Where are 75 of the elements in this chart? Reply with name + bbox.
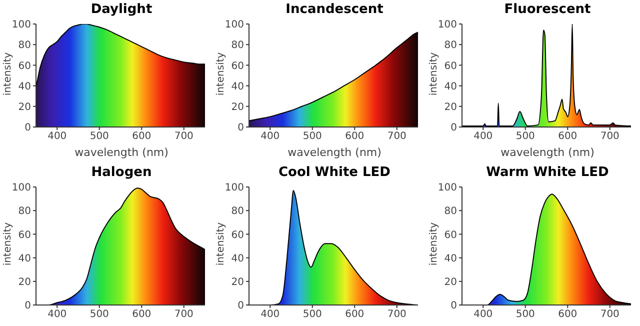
y-tick-label: 60 xyxy=(18,60,31,72)
chart-title: Incandescent xyxy=(284,1,384,19)
x-axis-title: wavelength (nm) xyxy=(74,145,170,161)
x-tick-label: 400 xyxy=(260,131,280,142)
y-tick-label: 80 xyxy=(18,40,31,52)
x-tick-label: 600 xyxy=(132,309,152,320)
chart-title: Fluorescent xyxy=(503,1,592,19)
x-tick-label: 700 xyxy=(387,309,406,320)
y-axis-title: intensity xyxy=(215,222,228,266)
y-tick-label: 20 xyxy=(231,102,244,113)
y-tick-label: 20 xyxy=(18,102,31,113)
x-tick-label: 500 xyxy=(516,309,535,320)
y-tick-label: 0 xyxy=(24,300,31,312)
x-tick-label: 500 xyxy=(90,309,109,320)
y-tick-label: 40 xyxy=(231,253,244,264)
x-tick-label: 700 xyxy=(600,131,620,142)
x-tick-label: 500 xyxy=(90,131,109,142)
y-axis-title: intensity xyxy=(215,52,228,96)
x-tick-label: 700 xyxy=(387,131,406,142)
y-tick-label: 80 xyxy=(18,206,31,218)
y-tick-label: 20 xyxy=(444,102,457,113)
x-tick-label: 400 xyxy=(48,131,67,142)
y-tick-label: 100 xyxy=(12,182,31,194)
y-tick-label: 40 xyxy=(444,253,457,264)
y-tick-label: 60 xyxy=(18,230,31,241)
y-tick-label: 40 xyxy=(18,81,31,92)
y-tick-label: 40 xyxy=(231,81,244,92)
chart-title: Cool White LED xyxy=(278,164,392,182)
y-tick-label: 100 xyxy=(438,182,457,194)
x-tick-label: 600 xyxy=(558,131,578,142)
y-tick-label: 20 xyxy=(18,276,31,288)
y-tick-label: 0 xyxy=(238,300,244,312)
y-tick-label: 80 xyxy=(231,206,244,218)
y-tick-label: 0 xyxy=(450,122,457,134)
y-tick-label: 60 xyxy=(444,60,457,72)
y-tick-label: 100 xyxy=(438,20,457,31)
y-tick-label: 40 xyxy=(18,253,31,264)
y-tick-label: 0 xyxy=(24,122,31,134)
x-tick-label: 400 xyxy=(474,131,493,142)
y-tick-label: 20 xyxy=(444,276,457,288)
y-axis-title: intensity xyxy=(428,52,441,96)
y-tick-label: 80 xyxy=(444,206,457,218)
y-tick-label: 0 xyxy=(450,300,457,312)
x-tick-label: 400 xyxy=(260,309,280,320)
x-tick-label: 600 xyxy=(345,309,364,320)
x-tick-label: 600 xyxy=(132,131,152,142)
x-tick-label: 600 xyxy=(345,131,364,142)
x-tick-label: 400 xyxy=(48,309,67,320)
x-tick-label: 500 xyxy=(302,309,322,320)
x-tick-label: 500 xyxy=(516,131,535,142)
y-tick-label: 0 xyxy=(238,122,244,134)
y-tick-label: 20 xyxy=(231,276,244,288)
x-tick-label: 400 xyxy=(474,309,493,320)
chart-title: Warm White LED xyxy=(485,164,610,182)
y-tick-label: 40 xyxy=(444,81,457,92)
x-tick-label: 700 xyxy=(600,309,620,320)
y-axis-title: intensity xyxy=(428,222,441,266)
chart-title: Halogen xyxy=(90,164,153,182)
x-tick-label: 500 xyxy=(302,131,322,142)
y-tick-label: 100 xyxy=(224,182,244,194)
x-tick-label: 700 xyxy=(174,309,194,320)
y-tick-label: 100 xyxy=(224,20,244,31)
x-axis-title: wavelength (nm) xyxy=(500,145,596,161)
y-tick-label: 60 xyxy=(231,230,244,241)
x-tick-label: 600 xyxy=(558,309,578,320)
y-tick-label: 100 xyxy=(12,20,31,31)
y-axis-title: intensity xyxy=(2,222,15,266)
x-tick-label: 700 xyxy=(174,131,194,142)
y-tick-label: 80 xyxy=(444,40,457,52)
y-tick-label: 60 xyxy=(231,60,244,72)
chart-title: Daylight xyxy=(90,1,154,19)
y-tick-label: 80 xyxy=(231,40,244,52)
x-axis-title: wavelength (nm) xyxy=(286,145,382,161)
y-tick-label: 60 xyxy=(444,230,457,241)
y-axis-title: intensity xyxy=(2,52,15,96)
